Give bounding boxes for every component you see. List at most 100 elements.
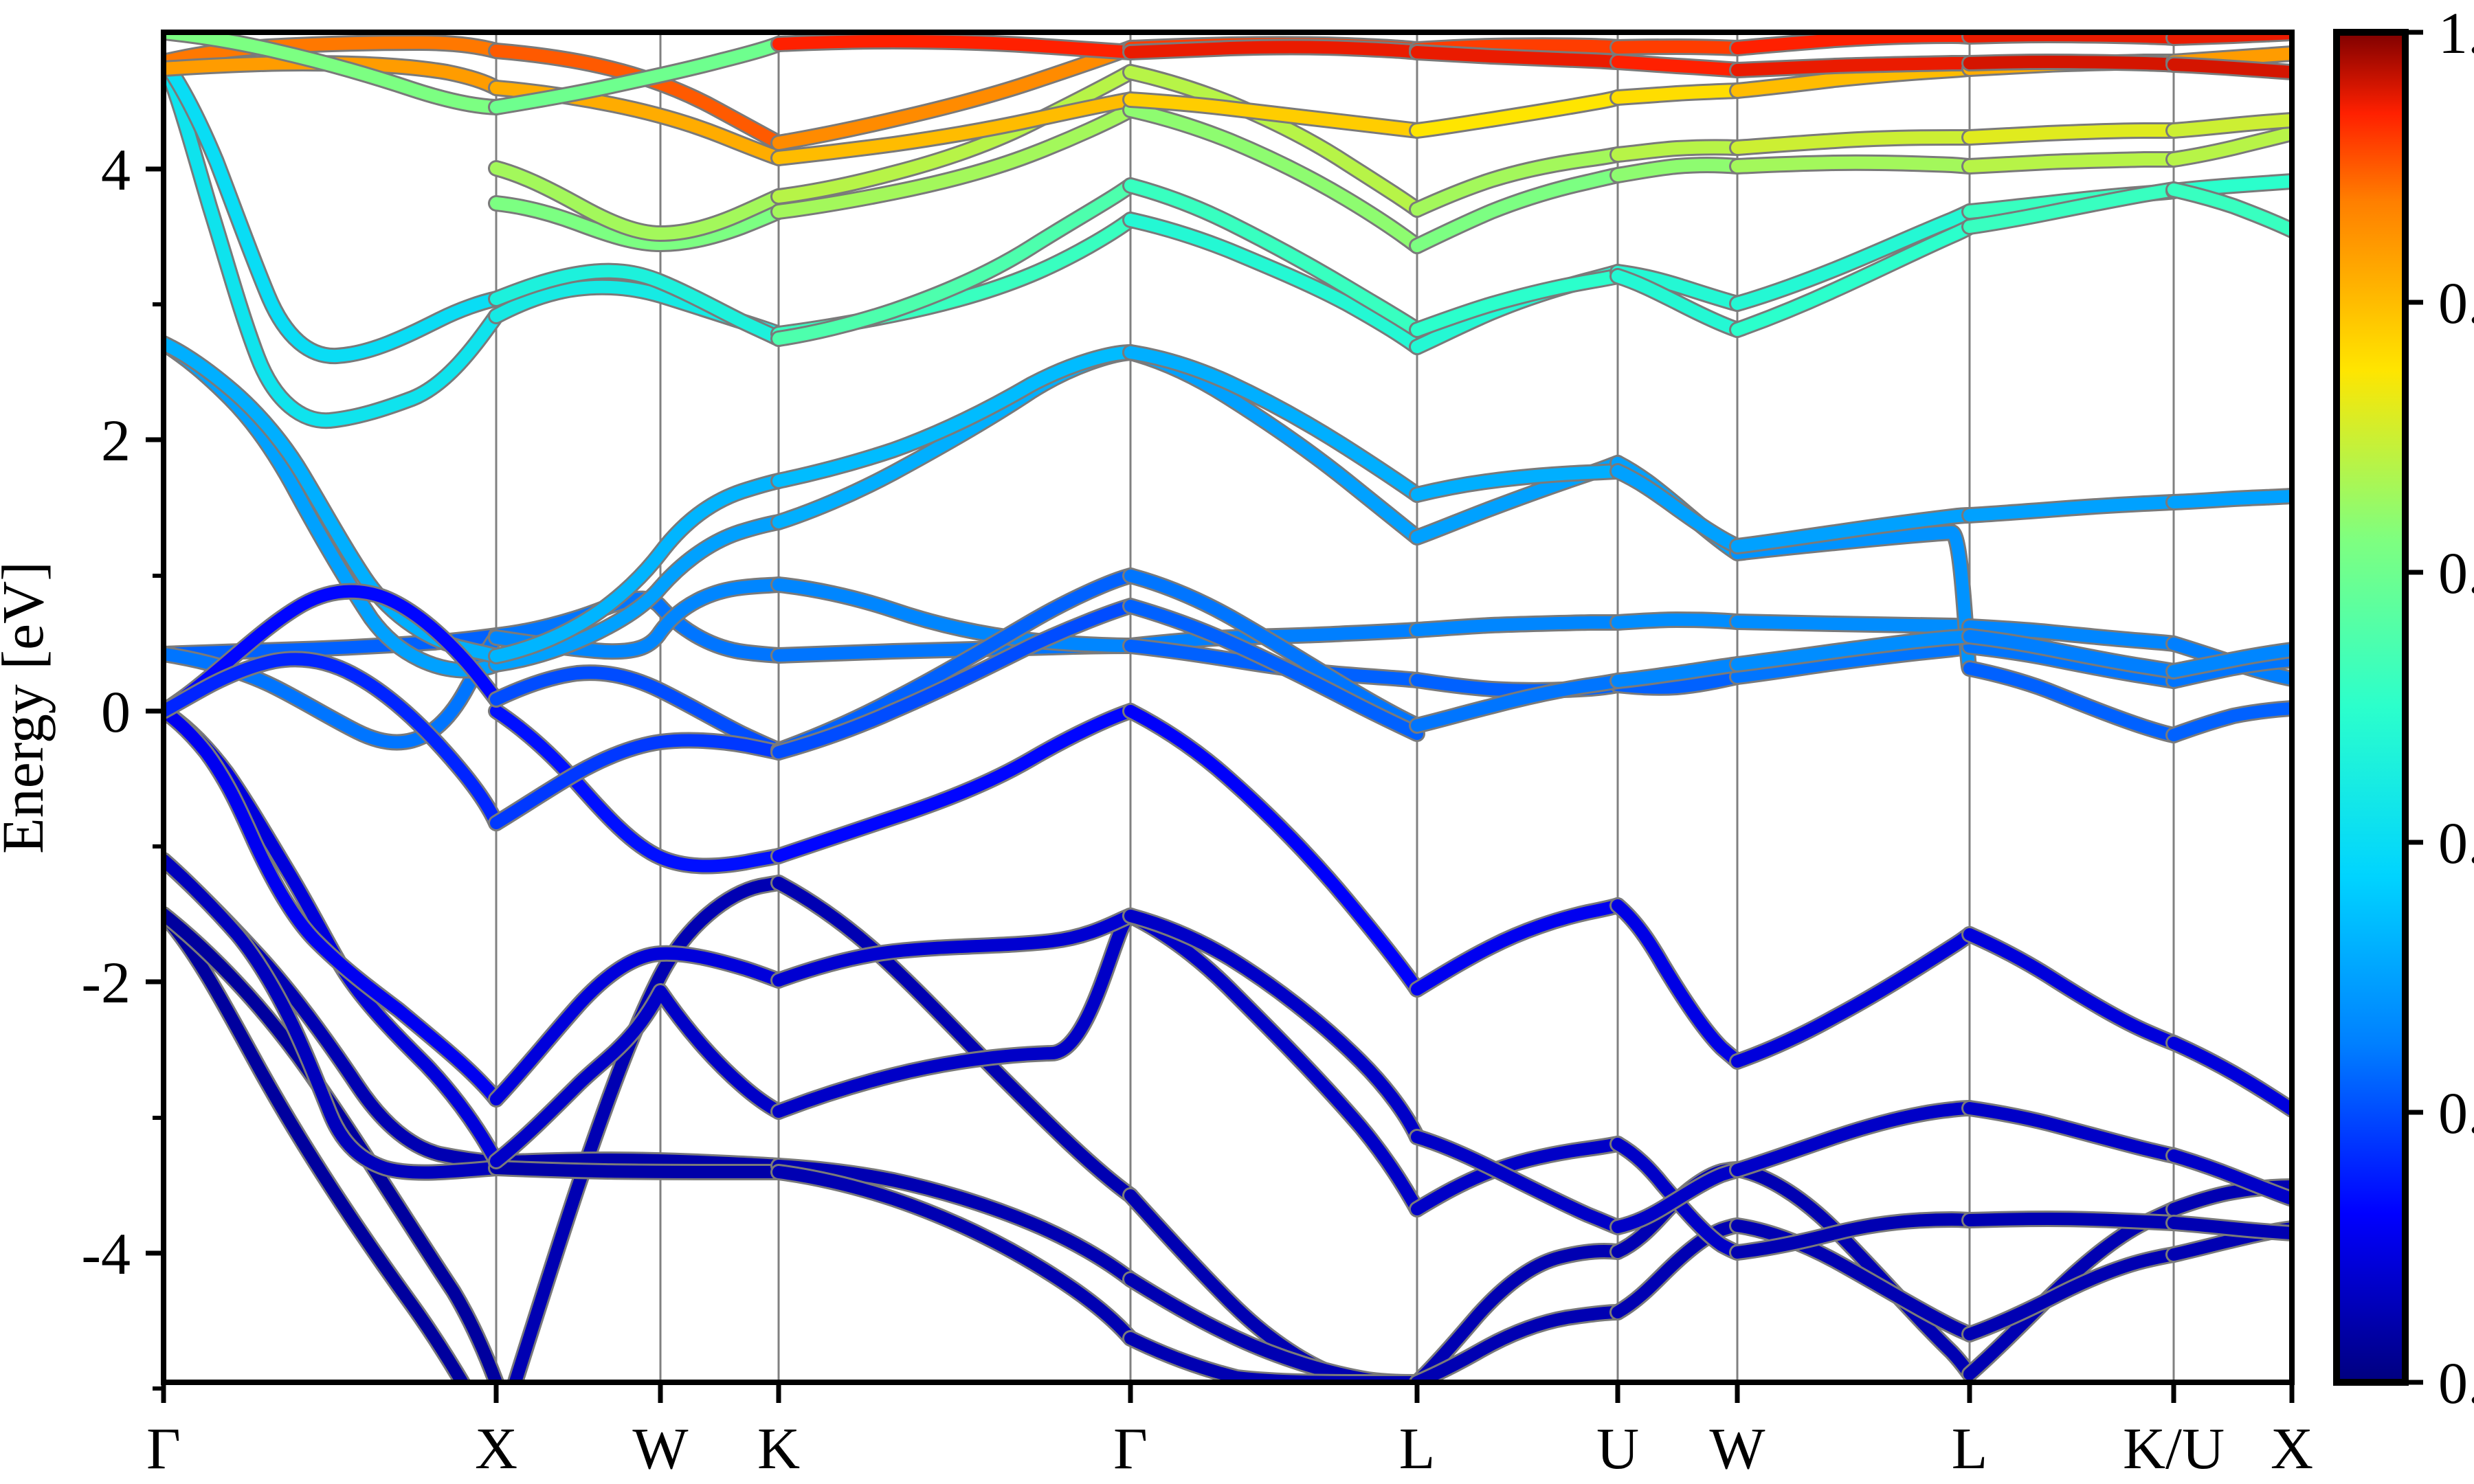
band-curve <box>1612 159 1743 181</box>
colorbar-tick-label: 0.8 <box>2438 270 2474 336</box>
band-curve <box>1124 570 1423 732</box>
colorbar-gradient <box>2333 29 2409 1386</box>
band-curve <box>1963 928 2180 1049</box>
band-curve <box>772 93 1137 164</box>
band-curve <box>772 179 1137 345</box>
band-curve <box>1963 1213 2180 1229</box>
kpoint-label-U: U <box>1596 1415 1639 1481</box>
y-axis-ticks: 4 2 0 -2 -4 <box>81 137 164 1391</box>
colorbar-tick-label: 0.6 <box>2438 540 2474 606</box>
band-curve <box>2167 127 2292 166</box>
kpoint-label-Γ: Γ <box>1113 1415 1148 1481</box>
kpoint-label-L: L <box>1952 1415 1988 1481</box>
band-curve <box>1124 624 1423 652</box>
band-curve <box>164 705 502 1105</box>
band-curve <box>490 197 785 250</box>
band-curve <box>1731 630 1976 671</box>
band-curve <box>1963 496 2180 521</box>
band-curve <box>1963 32 2180 44</box>
band-curve <box>164 54 502 427</box>
band-curve <box>772 35 1137 58</box>
band-curve <box>1612 41 1743 54</box>
colorbar-tick-label: 0.4 <box>2438 810 2474 876</box>
band-curve <box>1612 270 1743 336</box>
colorbar-tick-label: 0.0 <box>2438 1350 2474 1416</box>
band-curve <box>490 38 785 113</box>
colorbar-tick-label: 1.0 <box>2438 0 2474 66</box>
band-curve <box>1124 66 1423 216</box>
band-curve <box>490 592 785 662</box>
band-curve <box>164 54 502 363</box>
band-curve <box>1411 1244 1624 1382</box>
band-curve <box>1411 1131 1624 1233</box>
kpoint-label-L: L <box>1399 1415 1436 1481</box>
band-curve <box>1963 124 2180 144</box>
band-curve <box>1731 131 1976 154</box>
band-curve <box>2167 183 2292 236</box>
colorbar-tick-label: 0.2 <box>2438 1080 2474 1146</box>
band-curve <box>164 908 470 1382</box>
colorbar: 1.0 0.8 0.6 0.4 0.2 0.0 <box>2333 0 2474 1416</box>
band-curve <box>2167 644 2292 677</box>
band-curve <box>1411 148 1624 216</box>
band-curve <box>1612 141 1743 161</box>
band-curve <box>772 705 1137 862</box>
band-curve <box>1411 46 1624 68</box>
band-curve <box>1963 183 2180 233</box>
band-curve <box>164 32 502 113</box>
kpoint-label-X: X <box>2271 1415 2313 1481</box>
band-curve <box>2167 58 2292 78</box>
band-curve <box>772 66 1137 203</box>
band-curve <box>772 600 1137 758</box>
band-curve <box>1411 91 1624 137</box>
band-curve <box>490 734 785 829</box>
band-curve <box>1411 1138 1624 1215</box>
band-curve <box>772 1166 1137 1345</box>
kpoint-label-K-U: K/U <box>2123 1415 2225 1481</box>
band-curve <box>1124 41 1423 58</box>
band-curve <box>2167 114 2292 137</box>
band-curve <box>1731 1213 1976 1259</box>
band-curve <box>1612 56 1743 76</box>
band-curve <box>490 1162 785 1179</box>
band-curve <box>1124 346 1423 501</box>
band-curve <box>1124 910 1423 1143</box>
band-curve <box>490 265 785 345</box>
band-curve <box>1612 465 1743 552</box>
band-curve <box>490 705 785 873</box>
band-curve <box>1963 1248 2180 1340</box>
band-curve <box>1411 465 1624 501</box>
band-curve <box>490 516 785 671</box>
band-curve <box>772 578 1137 652</box>
band-curve <box>772 42 1137 149</box>
band-curve <box>1731 928 1976 1068</box>
band-curve <box>2167 1149 2292 1205</box>
band-curve <box>1411 675 1624 732</box>
band-curve <box>1411 1306 1624 1382</box>
band-curve <box>1731 1163 1976 1380</box>
band-curve <box>490 666 785 756</box>
band-curve <box>1411 270 1624 336</box>
y-tick-label: -4 <box>81 1221 131 1287</box>
y-tick-label: 4 <box>101 137 131 203</box>
kpoint-label-K: K <box>757 1415 800 1481</box>
band-curve <box>1963 56 2180 71</box>
band-curve <box>164 36 502 68</box>
band-curve <box>2167 490 2292 508</box>
band-curve <box>1411 169 1624 252</box>
band-curve <box>2167 1217 2292 1239</box>
band-curve <box>1963 640 2180 687</box>
band-curve <box>164 585 502 717</box>
y-tick-label: 0 <box>101 679 131 745</box>
kpoint-label-W: W <box>632 1415 688 1481</box>
band-curve <box>1963 153 2180 172</box>
band-curve <box>772 910 1137 987</box>
band-curve <box>1963 1102 2180 1162</box>
band-curve <box>772 910 1137 1118</box>
band-curve <box>1124 179 1423 336</box>
band-curve <box>1612 899 1743 1068</box>
y-tick-label: 2 <box>101 407 131 473</box>
band-curve <box>1731 526 1976 675</box>
